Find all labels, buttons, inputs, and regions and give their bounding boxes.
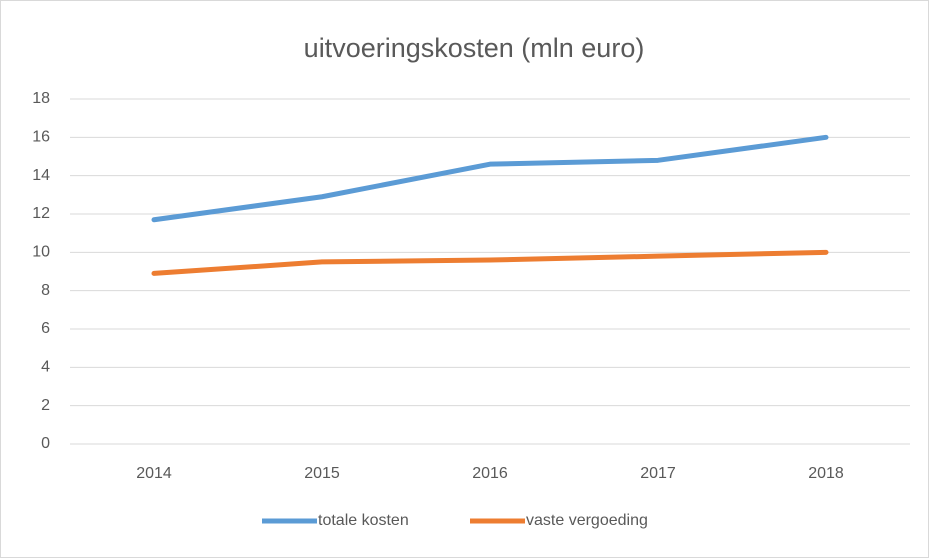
legend-label: vaste vergoeding — [526, 512, 648, 529]
x-tick-label: 2014 — [136, 465, 172, 482]
y-tick-label: 4 — [41, 359, 50, 376]
x-tick-label: 2015 — [304, 465, 340, 482]
y-tick-label: 2 — [41, 397, 50, 414]
x-tick-label: 2018 — [808, 465, 844, 482]
chart-title: uitvoeringskosten (mln euro) — [304, 33, 645, 63]
legend-label: totale kosten — [318, 512, 409, 529]
y-tick-label: 8 — [41, 282, 50, 299]
y-tick-label: 18 — [32, 90, 50, 107]
y-tick-label: 16 — [32, 129, 50, 146]
x-tick-label: 2016 — [472, 465, 508, 482]
y-tick-label: 10 — [32, 244, 50, 261]
line-series — [151, 134, 829, 223]
line-series — [151, 249, 829, 276]
y-tick-label: 12 — [32, 205, 50, 222]
y-tick-label: 14 — [32, 167, 50, 184]
x-tick-label: 2017 — [640, 465, 676, 482]
y-tick-label: 0 — [41, 435, 50, 452]
y-tick-label: 6 — [41, 320, 50, 337]
